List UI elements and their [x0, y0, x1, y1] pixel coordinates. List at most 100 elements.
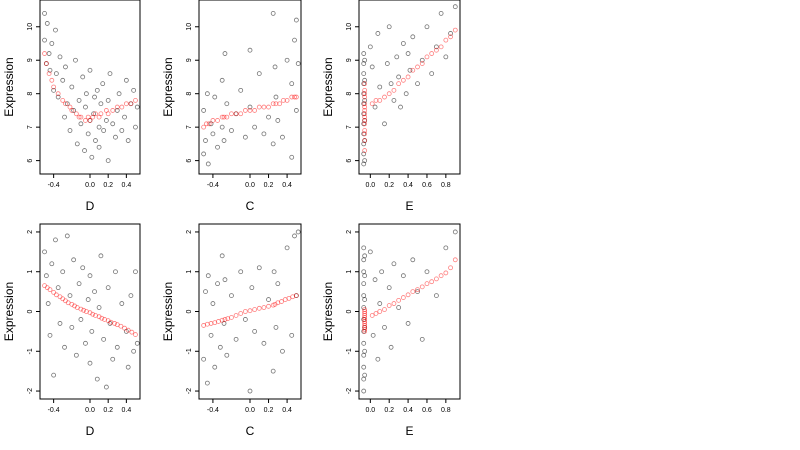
data-point: [369, 313, 375, 318]
data-point: [133, 97, 138, 103]
data-point: [289, 94, 295, 100]
data-point: [69, 84, 75, 90]
data-point: [233, 313, 239, 318]
data-point: [76, 281, 82, 287]
data-point: [55, 91, 61, 97]
data-point: [438, 273, 444, 279]
data-point: [275, 281, 281, 287]
data-point: [396, 81, 402, 87]
data-point: [266, 114, 271, 120]
data-point: [438, 10, 444, 16]
data-point: [361, 141, 367, 147]
data-point: [289, 332, 295, 338]
data-point: [280, 134, 285, 140]
y-axis-label: Expression: [161, 57, 175, 116]
data-point: [382, 121, 387, 127]
data-point: [410, 34, 416, 40]
data-point: [221, 138, 227, 143]
data-point: [252, 124, 258, 130]
data-point: [386, 24, 392, 30]
data-point: [238, 311, 244, 316]
data-point: [80, 265, 86, 271]
data-point: [362, 148, 368, 153]
data-point: [362, 372, 368, 378]
data-point: [217, 344, 223, 350]
x-tick-label: -0.4: [207, 182, 219, 189]
data-point: [203, 289, 208, 295]
data-point: [89, 154, 95, 160]
data-point: [448, 265, 453, 271]
data-point: [238, 111, 244, 117]
data-point: [105, 97, 111, 103]
data-point: [53, 71, 59, 77]
data-point: [396, 297, 402, 303]
data-point: [222, 51, 228, 56]
x-tick-label: 0.0: [365, 182, 375, 189]
x-tick-label: -0.4: [48, 407, 60, 414]
data-point: [373, 311, 379, 316]
data-point: [134, 340, 140, 346]
data-point: [419, 61, 425, 66]
data-point: [47, 287, 53, 293]
x-tick-label: 0.2: [103, 407, 113, 414]
data-point: [362, 81, 368, 87]
data-point: [78, 306, 84, 312]
data-point: [438, 44, 444, 50]
data-point: [204, 121, 209, 127]
observed-series: [42, 233, 140, 390]
x-tick-label: 0.2: [264, 407, 274, 414]
data-point: [80, 74, 86, 80]
data-point: [247, 104, 253, 110]
data-point: [386, 303, 392, 308]
data-point: [280, 348, 285, 354]
data-point: [83, 118, 88, 123]
plot-frame: [39, 223, 141, 400]
y-axis-label: Expression: [161, 282, 175, 341]
data-point: [386, 285, 392, 291]
y-tick-label: 8: [186, 92, 193, 96]
data-point: [133, 124, 138, 130]
data-point: [443, 270, 449, 276]
data-point: [233, 111, 239, 117]
data-point: [90, 114, 96, 120]
data-point: [415, 289, 420, 295]
data-point: [452, 229, 458, 235]
x-axis-label: E: [405, 199, 413, 213]
x-tick-label: 0.0: [245, 182, 255, 189]
data-point: [377, 309, 383, 314]
data-point: [361, 71, 367, 77]
data-point: [53, 237, 58, 243]
y-tick-label: 2: [346, 230, 353, 234]
data-point: [424, 54, 430, 60]
data-point: [289, 154, 295, 160]
y-tick-label: 2: [186, 230, 193, 234]
data-point: [201, 108, 207, 113]
data-point: [122, 325, 127, 331]
data-point: [361, 340, 367, 346]
data-point: [221, 114, 227, 120]
data-point: [212, 364, 218, 370]
data-point: [361, 364, 367, 370]
data-point: [361, 376, 367, 382]
data-point: [64, 101, 70, 107]
data-point: [429, 279, 435, 285]
data-point: [292, 94, 297, 100]
fitted-series: [201, 293, 299, 328]
data-point: [362, 319, 368, 324]
plot-frame: [198, 0, 302, 175]
data-point: [222, 317, 228, 322]
data-point: [47, 67, 53, 73]
data-point: [128, 293, 134, 298]
data-point: [369, 101, 375, 107]
data-point: [379, 269, 385, 275]
data-point: [233, 336, 239, 342]
x-tick-label: 0.4: [282, 407, 292, 414]
data-point: [362, 138, 368, 143]
data-point: [71, 257, 77, 263]
data-point: [405, 74, 411, 80]
data-point: [362, 114, 368, 120]
data-point: [398, 104, 403, 110]
y-axis-label: Expression: [321, 57, 335, 116]
data-point: [247, 388, 253, 394]
data-point: [215, 118, 220, 123]
